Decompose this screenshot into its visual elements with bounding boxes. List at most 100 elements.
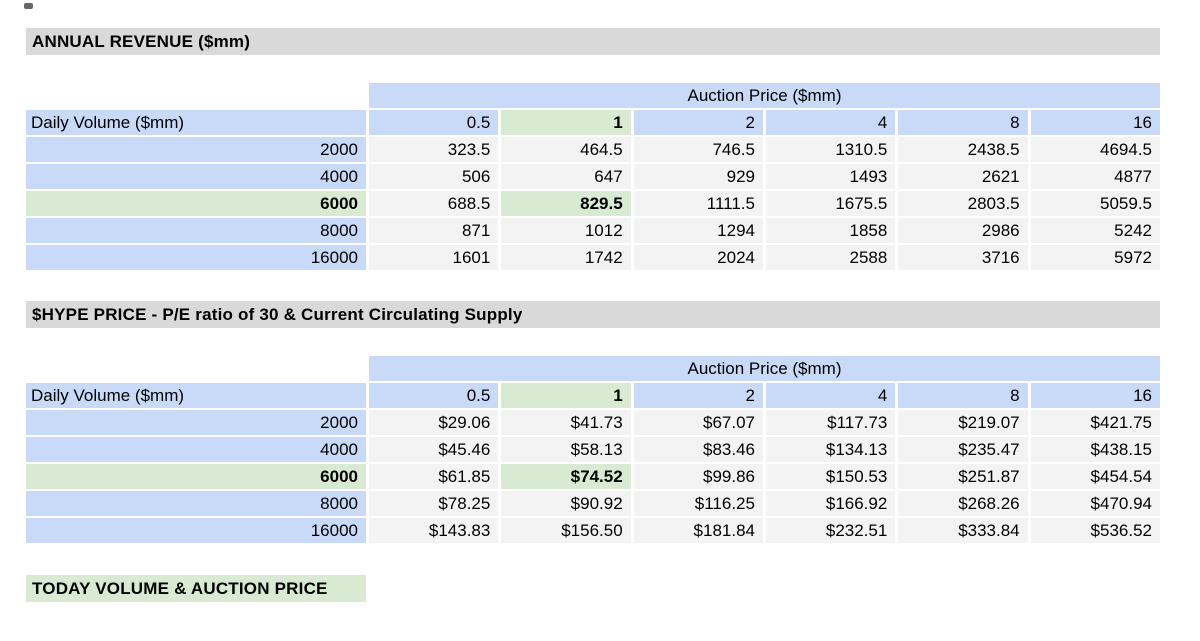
cell[interactable]: 5972 [1030,245,1160,270]
cell[interactable]: $235.47 [898,437,1028,462]
cell[interactable]: $219.07 [898,410,1028,435]
table-row: 4000 506 647 929 1493 2621 4877 [26,164,1160,189]
col-header[interactable]: 16 [1030,383,1160,408]
cell[interactable]: 1493 [765,164,896,189]
row-label[interactable]: 4000 [26,437,366,462]
cell[interactable]: $29.06 [369,410,499,435]
cell[interactable]: 5242 [1030,218,1160,243]
cell[interactable]: 1111.5 [633,191,763,216]
cell[interactable]: $536.52 [1030,518,1160,543]
cell[interactable]: $78.25 [369,491,499,516]
cell[interactable]: 2438.5 [898,137,1028,162]
hype-price-table: Auction Price ($mm) Daily Volume ($mm) 0… [23,354,1163,545]
cell[interactable]: 5059.5 [1030,191,1160,216]
cell[interactable]: $58.13 [501,437,631,462]
cell[interactable]: $99.86 [633,464,763,489]
section-title-today-volume[interactable]: TODAY VOLUME & AUCTION PRICE [26,575,366,602]
cell[interactable]: 464.5 [501,137,631,162]
col-header[interactable]: 0.5 [369,383,499,408]
cell[interactable]: 647 [501,164,631,189]
row-label-highlighted[interactable]: 6000 [26,464,366,489]
cell[interactable]: $134.13 [765,437,896,462]
cell[interactable]: 1858 [765,218,896,243]
col-header-highlighted[interactable]: 1 [501,110,631,135]
cell[interactable]: 929 [633,164,763,189]
table-row-highlighted: 6000 $61.85 $74.52 $99.86 $150.53 $251.8… [26,464,1160,489]
auction-price-group-header[interactable]: Auction Price ($mm) [369,356,1160,381]
col-header-highlighted[interactable]: 1 [501,383,631,408]
table-row: 8000 871 1012 1294 1858 2986 5242 [26,218,1160,243]
cell[interactable]: 3716 [898,245,1028,270]
cell[interactable]: $117.73 [765,410,896,435]
cell[interactable]: $156.50 [501,518,631,543]
row-label-highlighted[interactable]: 6000 [26,191,366,216]
cell[interactable]: $143.83 [369,518,499,543]
cell-highlighted[interactable]: $74.52 [501,464,631,489]
cell[interactable]: $333.84 [898,518,1028,543]
cell[interactable]: $83.46 [633,437,763,462]
cell[interactable]: 2803.5 [898,191,1028,216]
col-header[interactable]: 2 [633,110,763,135]
section-title-hype-price[interactable]: $HYPE PRICE - P/E ratio of 30 & Current … [26,301,1160,328]
cell[interactable]: $116.25 [633,491,763,516]
cell[interactable]: $45.46 [369,437,499,462]
row-label[interactable]: 16000 [26,245,366,270]
cell[interactable]: $61.85 [369,464,499,489]
row-label[interactable]: 8000 [26,491,366,516]
cell[interactable]: 2621 [898,164,1028,189]
cell[interactable]: $90.92 [501,491,631,516]
table-row: 2000 323.5 464.5 746.5 1310.5 2438.5 469… [26,137,1160,162]
cell[interactable]: 1601 [369,245,499,270]
row-axis-label[interactable]: Daily Volume ($mm) [26,110,366,135]
cell[interactable]: 323.5 [369,137,499,162]
cell-highlighted[interactable]: 829.5 [501,191,631,216]
cell[interactable]: 871 [369,218,499,243]
group-header-row: Auction Price ($mm) [26,356,1160,381]
cell[interactable]: $181.84 [633,518,763,543]
cell[interactable]: 2986 [898,218,1028,243]
cell[interactable]: 1310.5 [765,137,896,162]
col-header[interactable]: 8 [898,110,1028,135]
cell[interactable]: $251.87 [898,464,1028,489]
cell[interactable]: 2588 [765,245,896,270]
cell[interactable]: 1742 [501,245,631,270]
cell[interactable]: $166.92 [765,491,896,516]
row-label[interactable]: 16000 [26,518,366,543]
cell[interactable]: $41.73 [501,410,631,435]
col-header[interactable]: 2 [633,383,763,408]
col-header[interactable]: 8 [898,383,1028,408]
row-label[interactable]: 2000 [26,137,366,162]
cell[interactable]: 688.5 [369,191,499,216]
cell[interactable]: $150.53 [765,464,896,489]
cell[interactable]: 746.5 [633,137,763,162]
cell[interactable]: 506 [369,164,499,189]
table-row: 16000 $143.83 $156.50 $181.84 $232.51 $3… [26,518,1160,543]
cell[interactable]: $470.94 [1030,491,1160,516]
corner-spacer-cell [26,356,366,381]
row-label[interactable]: 2000 [26,410,366,435]
cell[interactable]: 1294 [633,218,763,243]
screenshot-artifact [24,3,33,9]
row-label[interactable]: 4000 [26,164,366,189]
cell[interactable]: $454.54 [1030,464,1160,489]
row-label[interactable]: 8000 [26,218,366,243]
cell[interactable]: $438.15 [1030,437,1160,462]
auction-price-group-header[interactable]: Auction Price ($mm) [369,83,1160,108]
cell[interactable]: 4877 [1030,164,1160,189]
cell[interactable]: 1012 [501,218,631,243]
column-header-row: Daily Volume ($mm) 0.5 1 2 4 8 16 [26,383,1160,408]
cell[interactable]: 2024 [633,245,763,270]
col-header[interactable]: 0.5 [369,110,499,135]
table-row: 4000 $45.46 $58.13 $83.46 $134.13 $235.4… [26,437,1160,462]
col-header[interactable]: 4 [765,383,896,408]
cell[interactable]: $268.26 [898,491,1028,516]
cell[interactable]: $67.07 [633,410,763,435]
col-header[interactable]: 16 [1030,110,1160,135]
section-title-annual-revenue[interactable]: ANNUAL REVENUE ($mm) [26,28,1160,55]
col-header[interactable]: 4 [765,110,896,135]
cell[interactable]: $232.51 [765,518,896,543]
row-axis-label[interactable]: Daily Volume ($mm) [26,383,366,408]
cell[interactable]: 1675.5 [765,191,896,216]
cell[interactable]: $421.75 [1030,410,1160,435]
cell[interactable]: 4694.5 [1030,137,1160,162]
